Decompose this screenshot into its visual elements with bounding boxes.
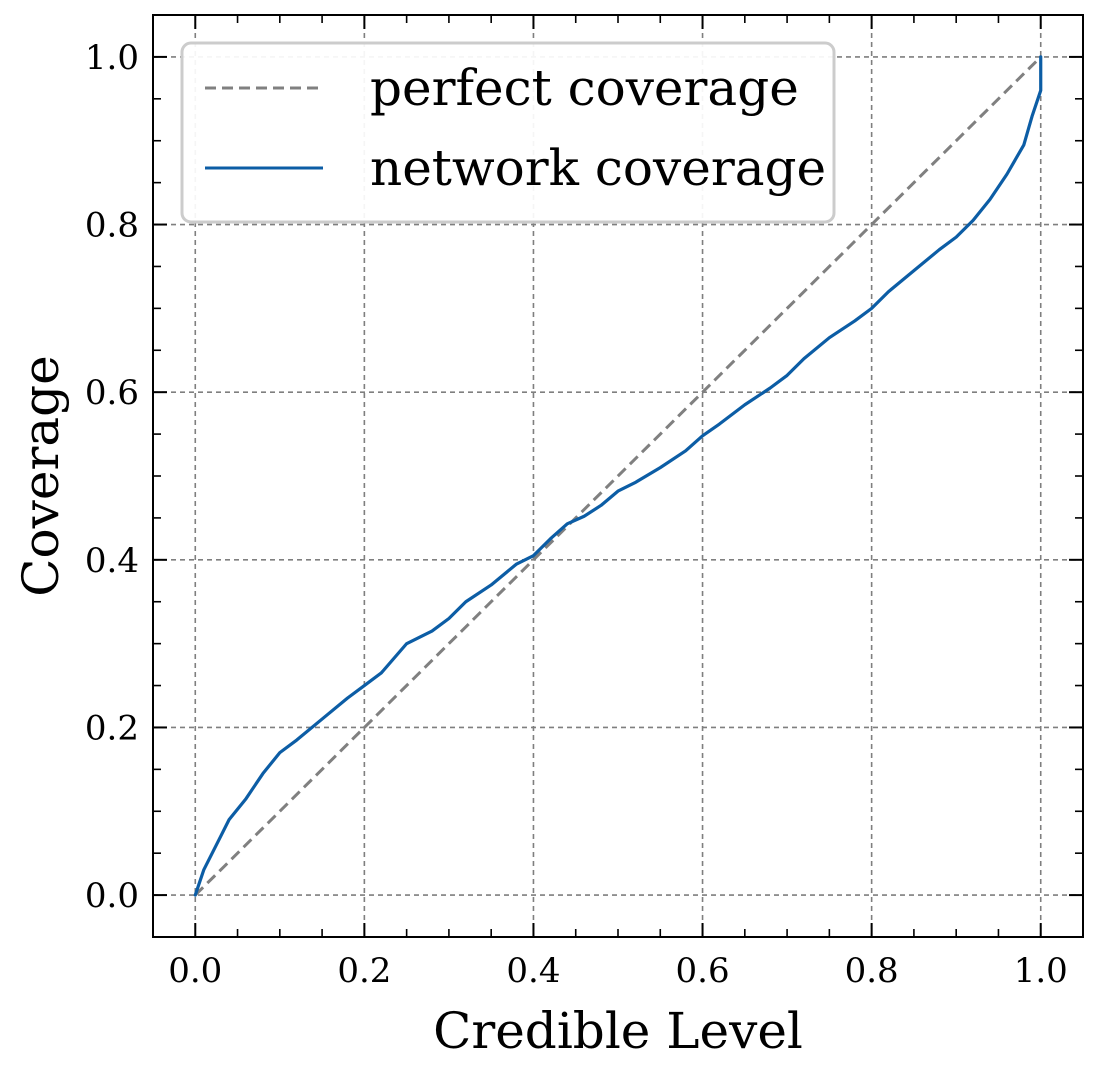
series-line-network-coverage [193,55,1043,897]
x-tick-label: 0.0 [168,951,222,991]
legend-label: perfect coverage [370,59,799,117]
x-axis-title: Credible Level [433,1002,803,1060]
y-tick-label: 1.0 [85,38,139,78]
y-axis-title: Coverage [12,355,70,597]
y-tick-label: 0.8 [85,206,139,246]
series-line-perfect-coverage [194,55,1042,897]
x-tick-label: 1.0 [1014,951,1068,991]
y-tick-label: 0.4 [85,541,139,581]
y-tick-label: 0.2 [85,708,139,748]
legend: perfect coverage network coverage [180,41,836,224]
x-tick-label: 0.2 [337,951,391,991]
tick-labels: 0.0 0.2 0.4 0.6 0.8 1.0 0.0 0.2 0.4 0.6 0.8 1.0 [85,38,1068,991]
y-tick-label: 0.6 [85,373,139,413]
x-tick-label: 0.6 [676,951,730,991]
plot-lines [193,55,1043,897]
x-tick-label: 0.4 [506,951,560,991]
legend-box [180,41,836,224]
legend-label: network coverage [370,139,826,197]
axis-ticks [152,14,1084,938]
x-tick-label: 0.8 [845,951,899,991]
y-tick-label: 0.0 [85,876,139,916]
